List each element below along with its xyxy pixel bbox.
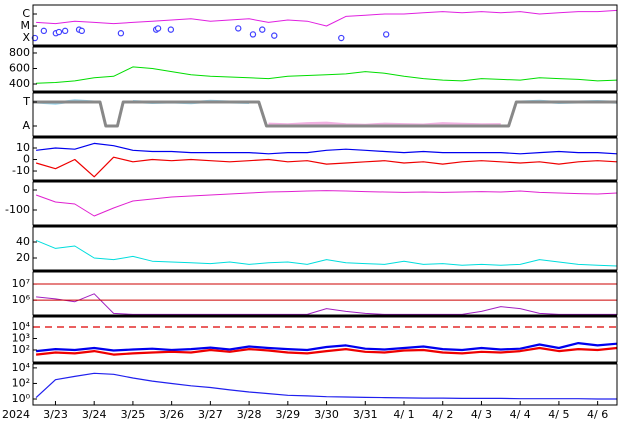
panel [35,342,617,356]
y-tick-label: A [22,119,30,132]
y-tick-label: -10 [12,164,30,177]
x-tick-label: 4/ 6 [587,408,608,421]
x-tick-label: 4/ 4 [510,408,531,421]
y-tick-label: 10² [12,343,30,356]
series-line [36,142,617,155]
flare-marker [249,31,257,38]
y-tick-label: 10³ [12,331,30,344]
x-tick-label: 3/25 [121,408,146,421]
panel [35,239,617,267]
flare-marker [382,31,390,38]
flare-marker [154,25,162,32]
x-tick-label: 3/24 [82,408,107,421]
y-tick-label: M [21,19,31,32]
y-tick-label: T [22,95,30,108]
panel [33,99,617,128]
flare-marker [40,27,48,35]
y-tick-label: 10⁶ [12,293,31,306]
x-tick-label: 3/31 [353,408,378,421]
y-tick-label: 0 [23,153,30,166]
flare-marker [78,27,85,35]
panel-frame [32,46,618,92]
y-tick-label: 10 [16,141,30,154]
panel-frame [32,226,618,271]
x-tick-label: 4/ 5 [548,408,569,421]
x-tick-label: 3/27 [198,408,223,421]
y-tick-label: 600 [9,61,30,74]
y-tick-label: X [22,31,30,44]
y-tick-label: 20 [16,251,30,264]
flare-marker [117,30,125,37]
flare-marker [235,25,242,32]
series-line [36,66,617,84]
panel [36,9,617,27]
x-tick-label: 4/ 3 [471,408,492,421]
flare-marker [259,26,266,33]
x-tick-label: 4/ 1 [393,408,414,421]
flare-marker [55,28,63,36]
panel-frame [32,181,618,226]
panel [36,66,617,84]
y-tick-label: 10⁴ [12,320,31,333]
y-tick-label: C [22,7,30,20]
series-line [33,100,617,128]
y-tick-label: 40 [16,235,30,248]
series-line [35,372,617,400]
series-line [268,121,501,127]
panel [35,142,617,178]
series-line [36,9,617,27]
x-tick-label: 4/ 2 [432,408,453,421]
x-tick-label: 3/29 [275,408,300,421]
y-tick-label: 10² [12,376,30,389]
panel [35,372,617,400]
series-line [35,156,617,178]
series-line [35,190,617,217]
flare-marker [31,34,39,42]
x-tick-label: 3/30 [314,408,339,421]
flare-marker [167,26,175,33]
series-line [36,293,617,315]
x-tick-label: 3/28 [237,408,262,421]
panel-frame [32,4,618,46]
y-tick-label: 10⁷ [12,277,30,290]
y-tick-label: 10⁰ [12,392,31,405]
flare-marker [338,34,345,42]
y-tick-label: -100 [5,203,30,216]
y-tick-label: 0 [23,183,30,196]
panel [36,293,617,315]
x-tick-label: 3/23 [43,408,68,421]
year-label: 2024 [2,408,30,421]
panel [35,190,617,217]
series-line [35,342,617,353]
flare-marker [61,27,69,35]
y-tick-label: 800 [9,46,30,59]
series-line [35,346,617,356]
y-tick-label: 10⁴ [12,361,31,374]
y-tick-label: 400 [9,77,30,90]
flare-marker [271,32,278,39]
series-line [35,239,617,267]
x-tick-label: 3/26 [159,408,184,421]
